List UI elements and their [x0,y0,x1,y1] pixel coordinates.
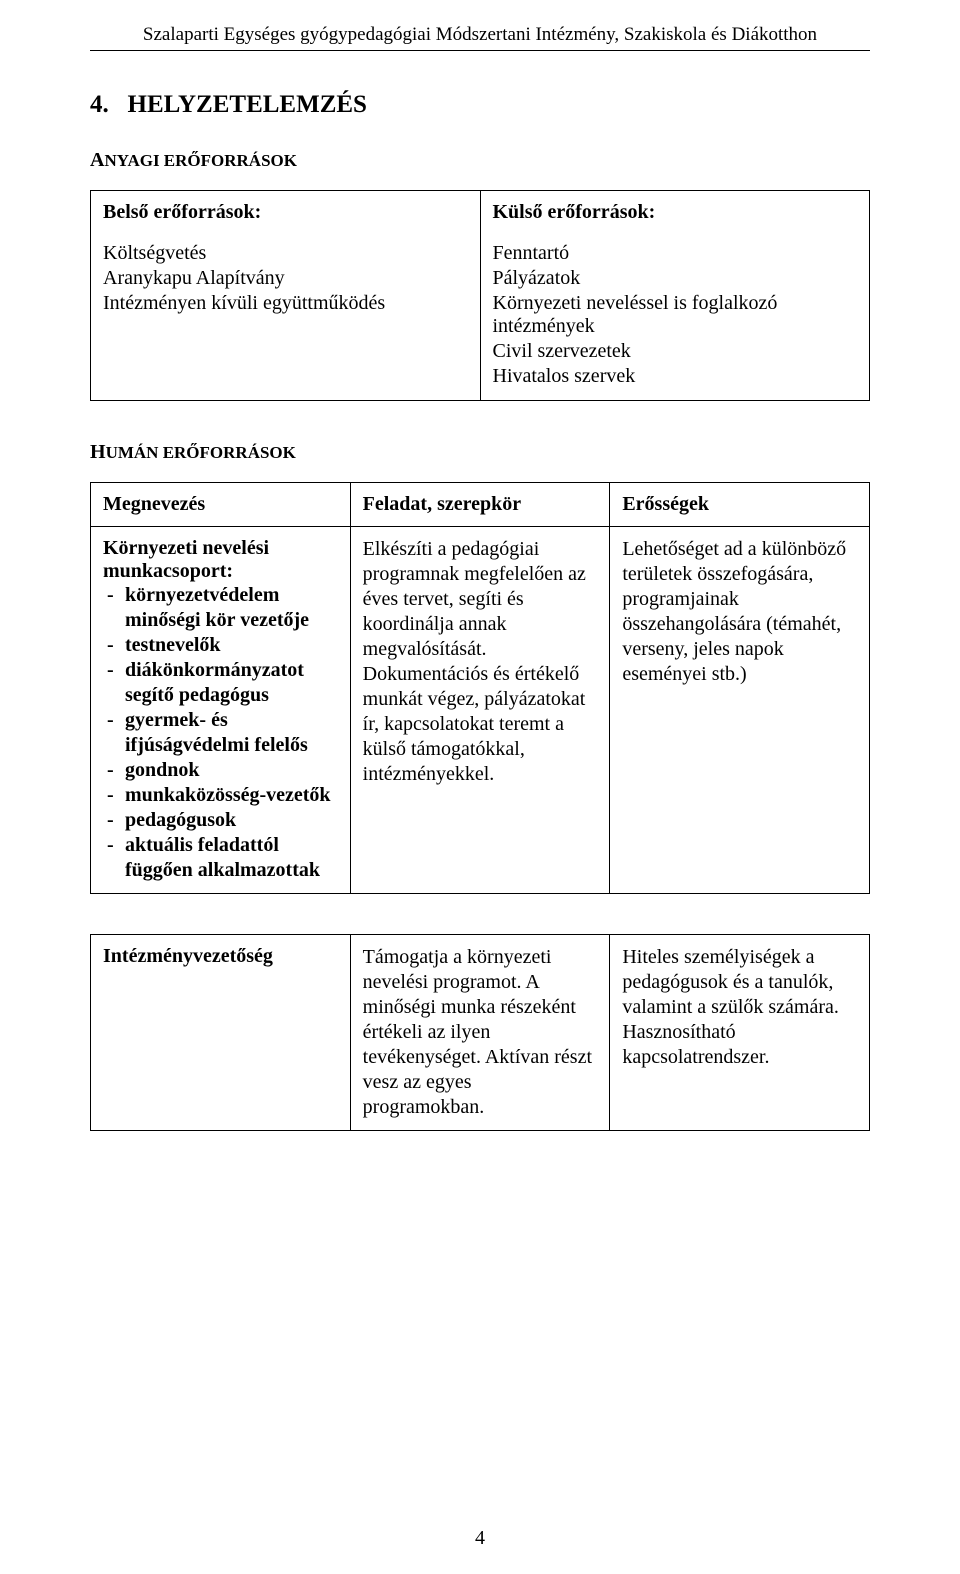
resources-right-item: Civil szervezetek [493,340,858,363]
resources-left-cell: Belső erőforrások: Költségvetés Aranykap… [91,191,481,401]
human-row1-role: Elkészíti a pedagógiai programnak megfel… [350,527,610,894]
human-row2-strength-text: Hiteles személyiségek a pedagógusok és a… [622,945,857,1070]
anyagi-heading: ANYAGI ERŐFORRÁSOK [90,149,870,172]
resources-right-item: Környezeti neveléssel is foglalkozó inté… [493,292,858,338]
human-row1-item: gondnok [103,758,338,783]
human-row2-role: Támogatja a környezeti nevelési programo… [350,935,610,1131]
human-row2-title: Intézményvezetőség [103,945,273,967]
resources-right-title: Külső erőforrások: [493,201,858,224]
section-number: 4. [90,91,109,118]
human-row1-item: pedagógusok [103,808,338,833]
human-heading-rest: UMÁN ERŐFORRÁSOK [106,443,296,462]
anyagi-heading-cap: A [90,149,104,171]
human-row1-item: aktuális feladattól függően alkalmazotta… [103,833,338,883]
human-row1-strength-text: Lehetőséget ad a különböző területek öss… [622,537,857,687]
resources-right-cell: Külső erőforrások: Fenntartó Pályázatok … [480,191,870,401]
resources-right-item: Fenntartó [493,242,858,265]
resources-left-item: Intézményen kívüli együttműködés [103,292,468,315]
resources-left-item: Aranykapu Alapítvány [103,267,468,290]
section-title: 4. HELYZETELEMZÉS [90,91,870,119]
resources-right-item: Hivatalos szervek [493,365,858,388]
resources-left-item: Költségvetés [103,242,468,265]
human-row2-strength: Hiteles személyiségek a pedagógusok és a… [610,935,870,1131]
human-row1-title: Környezeti nevelési munkacsoport: [103,537,338,583]
human-table-1: Megnevezés Feladat, szerepkör Erősségek … [90,482,870,894]
human-col-name: Megnevezés [91,483,351,527]
anyagi-heading-rest: NYAGI ERŐFORRÁSOK [104,151,297,170]
resources-right-item: Pályázatok [493,267,858,290]
human-row1-item: diákönkormányzatot segítő pedagógus [103,658,338,708]
human-row2-role-text: Támogatja a környezeti nevelési programo… [363,945,598,1120]
running-header: Szalaparti Egységes gyógypedagógiai Móds… [90,24,870,51]
human-row1-item: környezetvédelem minőségi kör vezetője [103,583,338,633]
resources-left-title: Belső erőforrások: [103,201,468,224]
human-table-2: Intézményvezetőség Támogatja a környezet… [90,934,870,1131]
human-row1-role-text: Elkészíti a pedagógiai programnak megfel… [363,537,598,787]
human-col-role: Feladat, szerepkör [350,483,610,527]
human-col-strength: Erősségek [610,483,870,527]
human-row1-item: gyermek- és ifjúságvédelmi felelős [103,708,338,758]
human-row1-item: testnevelők [103,633,338,658]
human-heading: HUMÁN ERŐFORRÁSOK [90,441,870,464]
human-row2-name: Intézményvezetőség [91,935,351,1131]
resources-table: Belső erőforrások: Költségvetés Aranykap… [90,190,870,401]
human-heading-cap: H [90,441,106,463]
page-container: Szalaparti Egységes gyógypedagógiai Móds… [0,0,960,1574]
human-row1-item: munkaközösség-vezetők [103,783,338,808]
human-row1-list: környezetvédelem minőségi kör vezetője t… [103,583,338,883]
human-row1-name: Környezeti nevelési munkacsoport: környe… [91,527,351,894]
section-heading: HELYZETELEMZÉS [128,91,367,118]
page-number: 4 [0,1527,960,1550]
human-row1-strength: Lehetőséget ad a különböző területek öss… [610,527,870,894]
